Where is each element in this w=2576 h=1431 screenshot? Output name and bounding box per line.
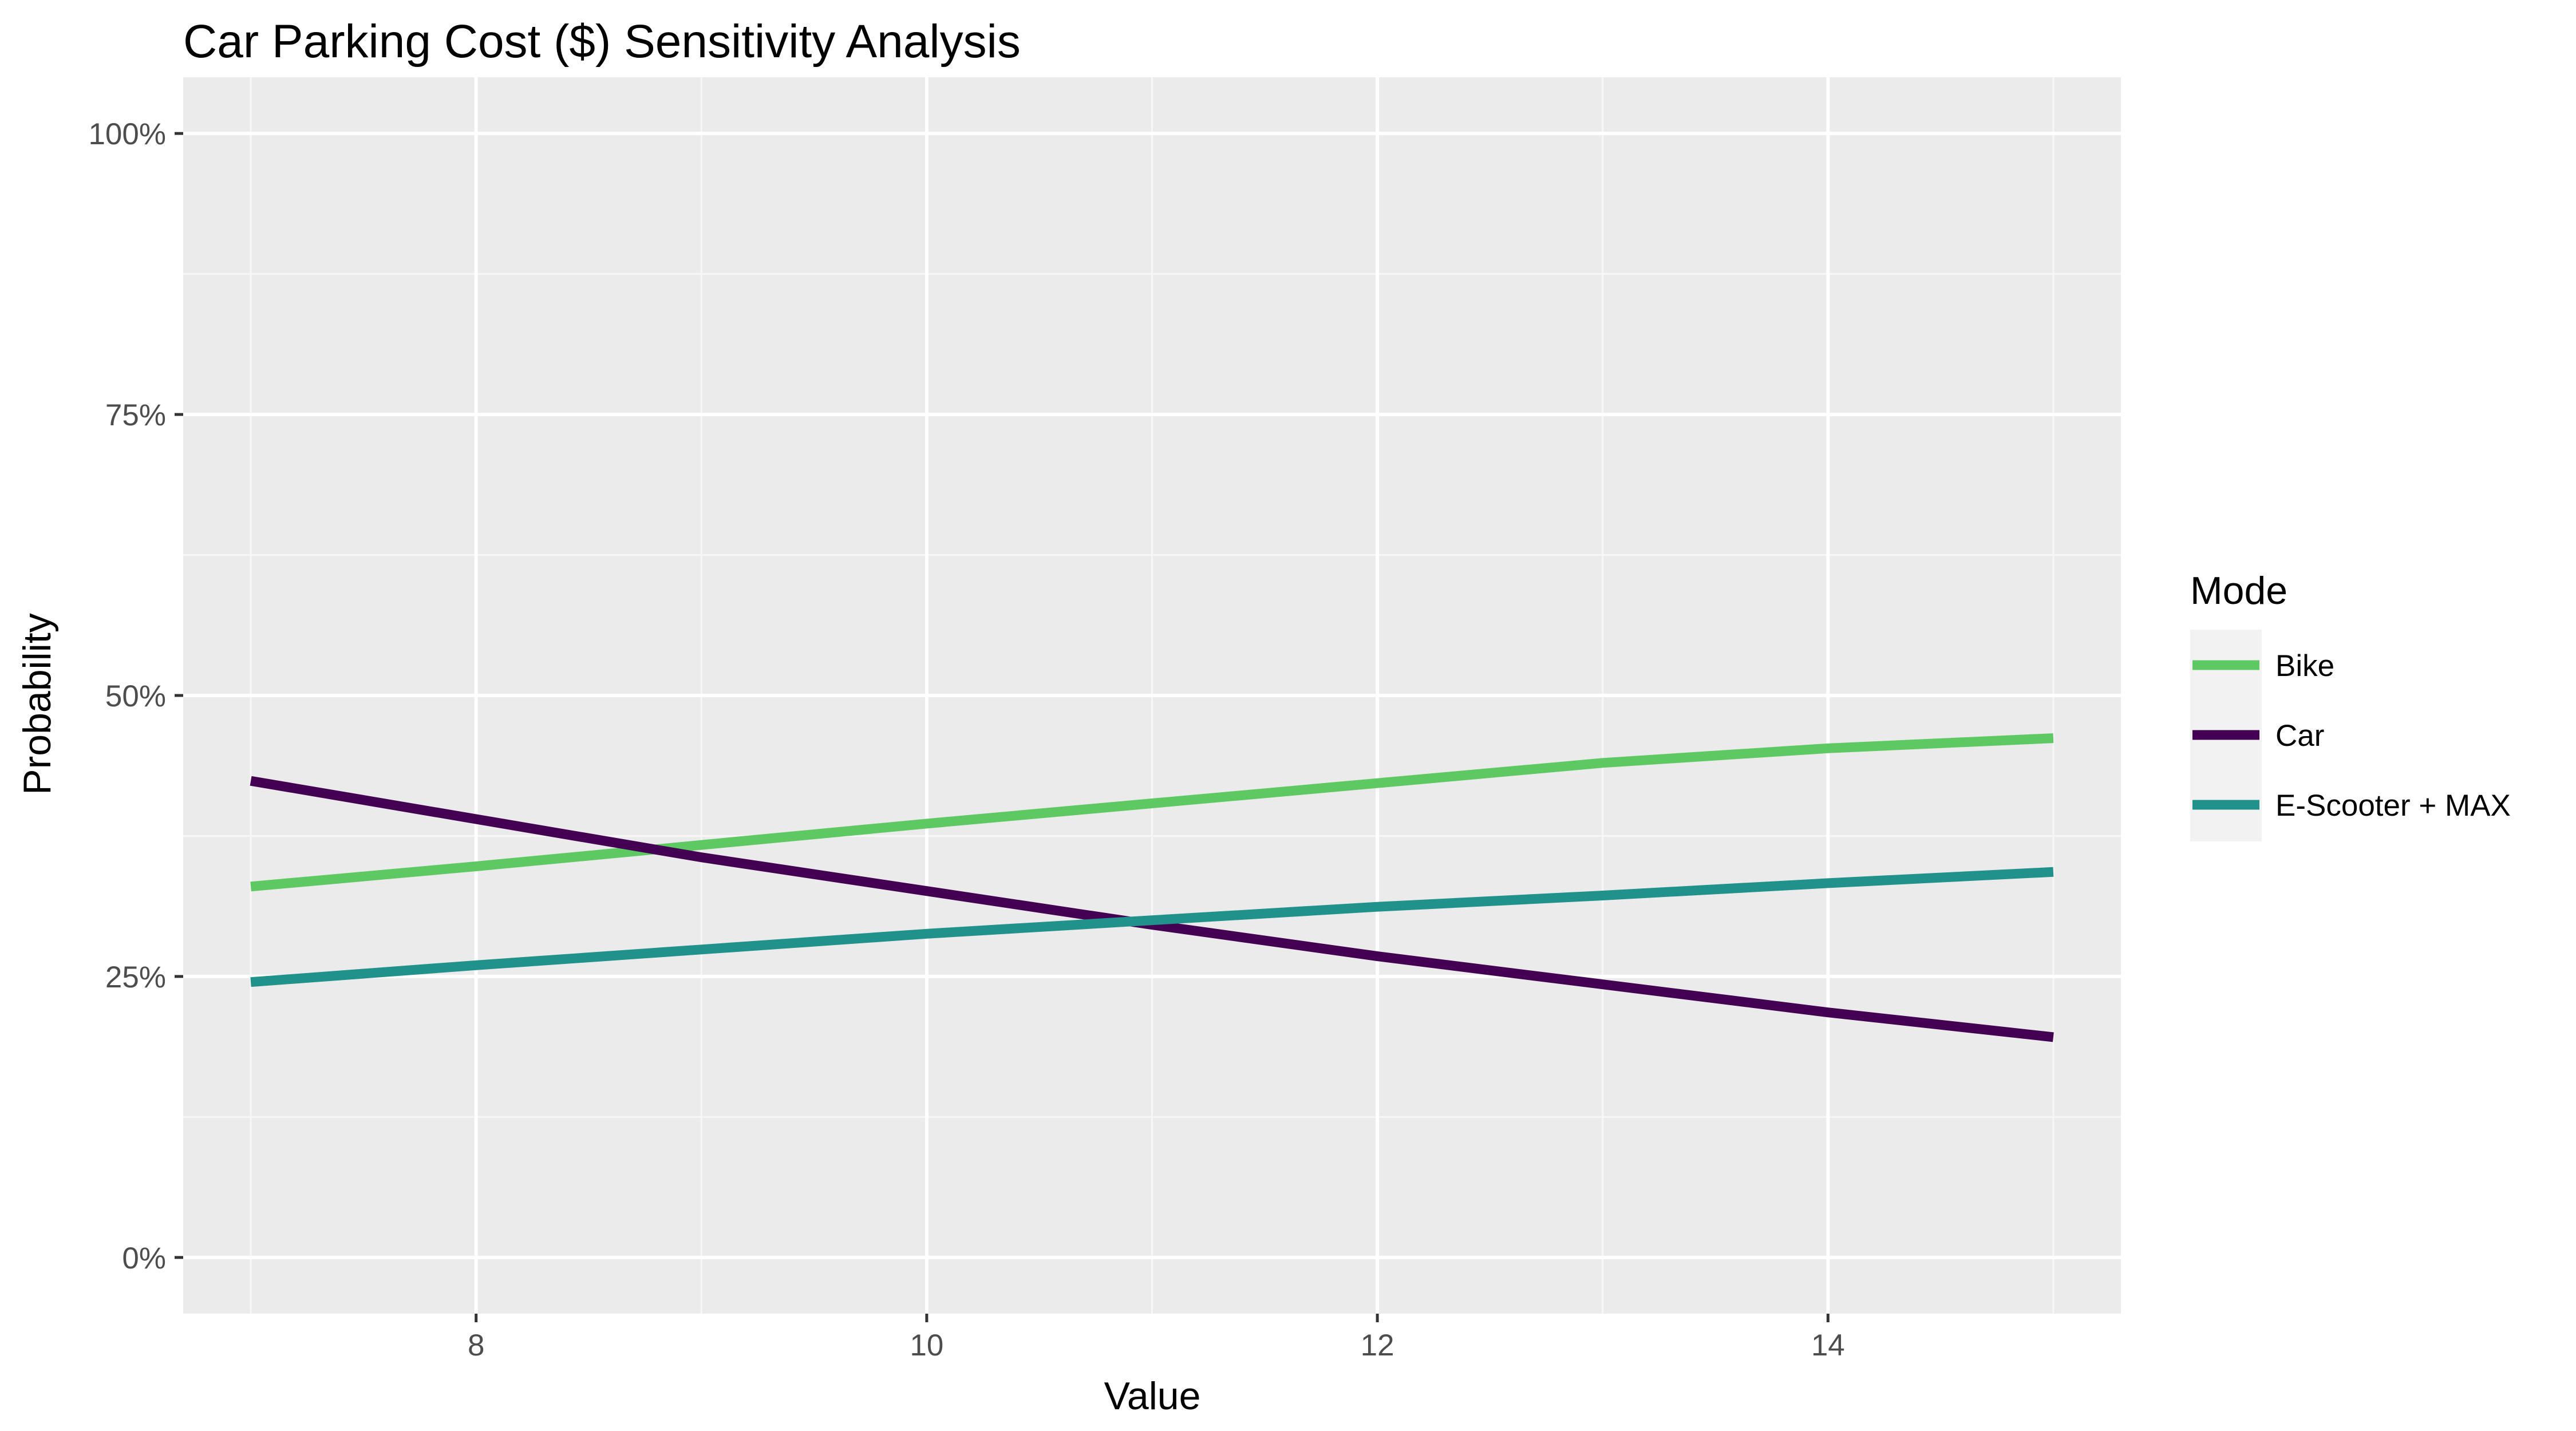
x-tick-label: 8 <box>468 1329 484 1362</box>
x-axis: 8 10 12 14 <box>468 1314 1845 1362</box>
series-line-e-scooter-max <box>250 867 2054 987</box>
x-axis-title: Value <box>1104 1374 1201 1418</box>
x-tick-label: 10 <box>910 1329 943 1362</box>
legend-label-car: Car <box>2275 719 2324 753</box>
series-line-bike <box>250 733 2054 892</box>
legend-items: Bike Car E-Scooter + MAX <box>2192 649 2511 823</box>
legend-label-e-scooter-max: E-Scooter + MAX <box>2275 789 2511 823</box>
y-tick-label: 0% <box>122 1242 166 1275</box>
legend: Mode Bike Car E-Scooter + MAX <box>2190 569 2511 841</box>
y-tick-label: 100% <box>88 117 166 151</box>
x-tick-label: 14 <box>1811 1329 1845 1362</box>
y-axis-title: Probability <box>15 613 59 795</box>
legend-title: Mode <box>2190 569 2287 612</box>
x-tick-label: 12 <box>1361 1329 1394 1362</box>
grid-major <box>183 77 2121 1314</box>
y-axis: 0% 25% 50% 75% 100% <box>88 117 183 1275</box>
legend-label-bike: Bike <box>2275 649 2334 683</box>
y-tick-label: 25% <box>105 960 166 994</box>
y-tick-label: 50% <box>105 679 166 713</box>
series-lines <box>250 733 2054 1042</box>
chart-title: Car Parking Cost ($) Sensitivity Analysi… <box>183 15 1021 68</box>
y-tick-label: 75% <box>105 398 166 432</box>
